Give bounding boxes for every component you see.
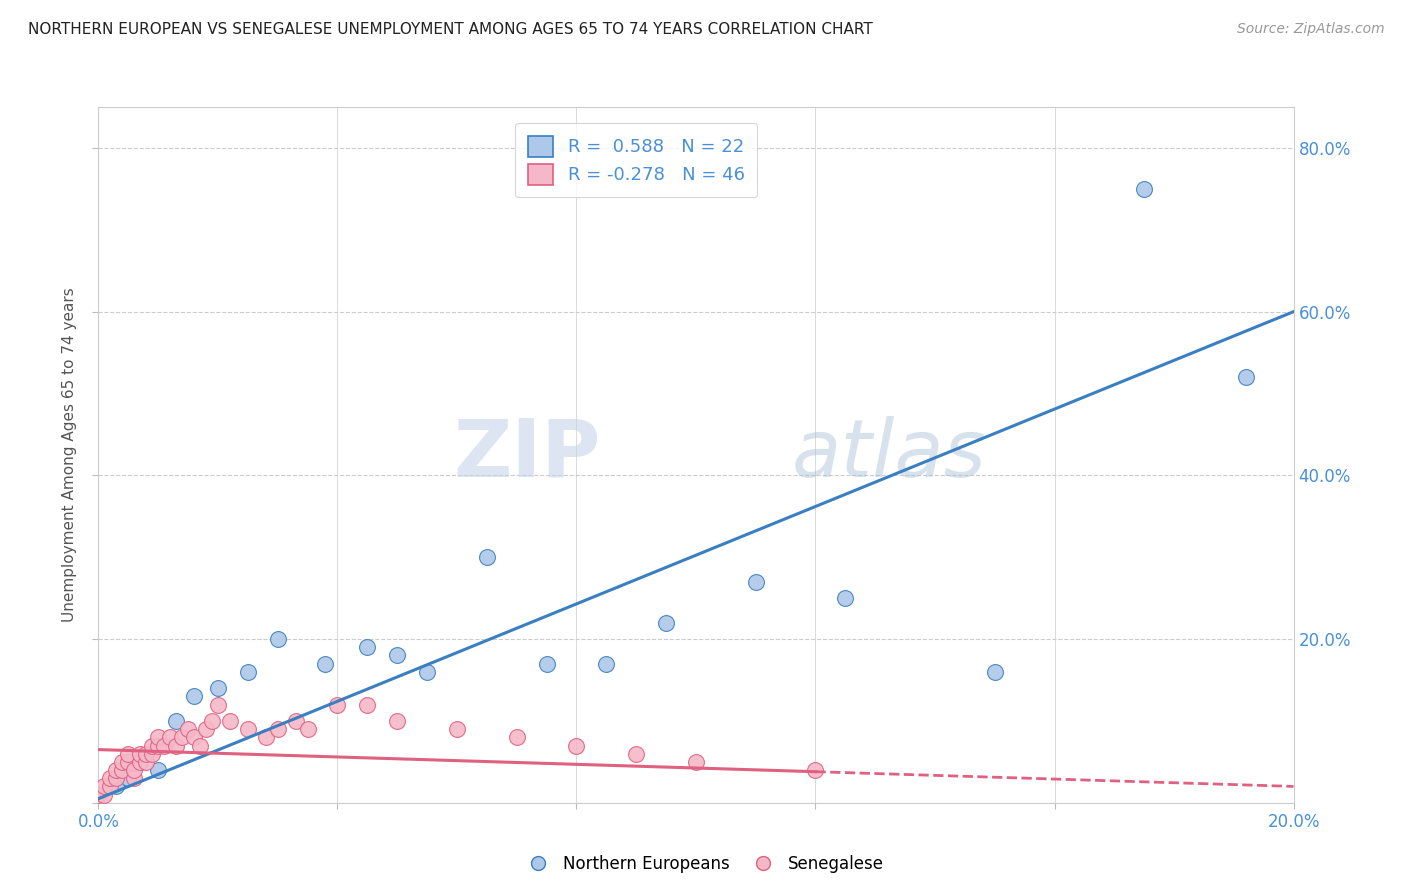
Point — [129, 755, 152, 769]
Point — [207, 698, 229, 712]
Point — [183, 731, 205, 745]
Point — [385, 714, 409, 728]
Point — [626, 747, 648, 761]
Point — [804, 763, 827, 777]
Text: Source: ZipAtlas.com: Source: ZipAtlas.com — [1237, 22, 1385, 37]
Point — [153, 739, 176, 753]
Point — [172, 731, 194, 745]
Point — [100, 771, 122, 785]
Point — [595, 657, 617, 671]
Point — [385, 648, 409, 663]
Point — [1133, 182, 1156, 196]
Point — [297, 722, 319, 736]
Point — [207, 681, 229, 696]
Point — [326, 698, 349, 712]
Point — [165, 714, 187, 728]
Point — [219, 714, 242, 728]
Point — [159, 731, 181, 745]
Point — [100, 780, 122, 794]
Point — [105, 763, 128, 777]
Point — [236, 665, 259, 679]
Point — [117, 747, 139, 761]
Point — [236, 722, 259, 736]
Point — [124, 771, 146, 785]
Point — [129, 747, 152, 761]
Point — [105, 771, 128, 785]
Y-axis label: Unemployment Among Ages 65 to 74 years: Unemployment Among Ages 65 to 74 years — [62, 287, 77, 623]
Point — [93, 780, 115, 794]
Text: atlas: atlas — [792, 416, 987, 494]
Point — [506, 731, 529, 745]
Point — [201, 714, 224, 728]
Point — [745, 574, 768, 589]
Point — [446, 722, 468, 736]
Point — [416, 665, 439, 679]
Point — [984, 665, 1007, 679]
Point — [111, 763, 134, 777]
Point — [834, 591, 856, 606]
Point — [135, 747, 157, 761]
Text: ZIP: ZIP — [453, 416, 600, 494]
Point — [117, 771, 139, 785]
Point — [284, 714, 307, 728]
Point — [565, 739, 588, 753]
Point — [141, 739, 163, 753]
Point — [148, 763, 170, 777]
Point — [536, 657, 558, 671]
Point — [267, 722, 290, 736]
Point — [315, 657, 337, 671]
Point — [685, 755, 707, 769]
Point — [254, 731, 277, 745]
Point — [148, 739, 170, 753]
Point — [105, 780, 128, 794]
Point — [124, 763, 146, 777]
Point — [148, 731, 170, 745]
Point — [93, 788, 115, 802]
Point — [117, 755, 139, 769]
Legend: R =  0.588   N = 22, R = -0.278   N = 46: R = 0.588 N = 22, R = -0.278 N = 46 — [515, 123, 758, 197]
Point — [475, 550, 498, 565]
Point — [111, 755, 134, 769]
Legend: Northern Europeans, Senegalese: Northern Europeans, Senegalese — [515, 848, 891, 880]
Text: NORTHERN EUROPEAN VS SENEGALESE UNEMPLOYMENT AMONG AGES 65 TO 74 YEARS CORRELATI: NORTHERN EUROPEAN VS SENEGALESE UNEMPLOY… — [28, 22, 873, 37]
Point — [356, 640, 378, 655]
Point — [1234, 370, 1257, 384]
Point — [655, 615, 678, 630]
Point — [129, 755, 152, 769]
Point — [183, 690, 205, 704]
Point — [188, 739, 211, 753]
Point — [87, 788, 110, 802]
Point — [141, 747, 163, 761]
Point — [356, 698, 378, 712]
Point — [165, 739, 187, 753]
Point — [177, 722, 200, 736]
Point — [195, 722, 218, 736]
Point — [267, 632, 290, 646]
Point — [135, 755, 157, 769]
